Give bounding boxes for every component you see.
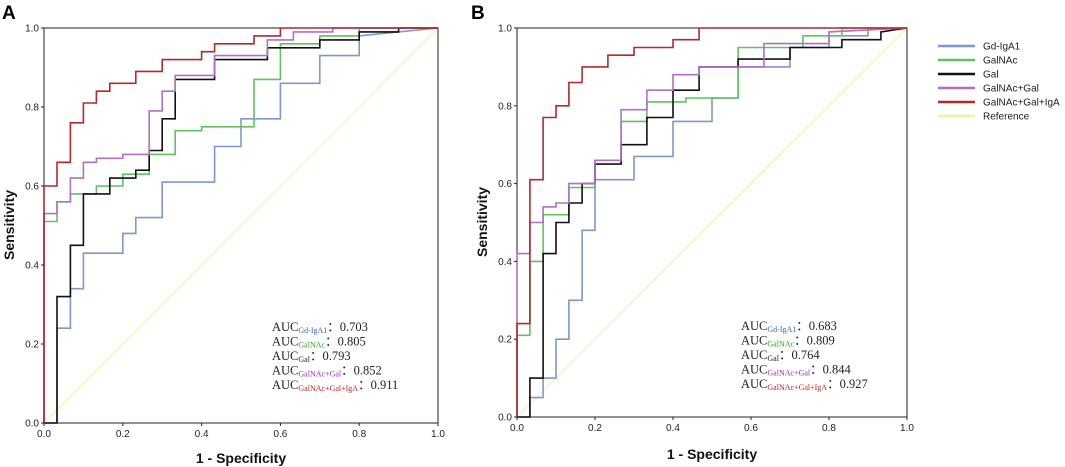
y-tick-label: 0.0 <box>498 413 512 424</box>
series-line-reference <box>516 27 908 418</box>
auc-annotation: AUCGalNAc+Gal：0.852 <box>272 364 382 379</box>
y-tick-label: 0.2 <box>25 340 39 351</box>
panel-b: B 0.00.0 0.2 0.2 0.4 0.4 0.6 0.6 0.8 0.8 1.0 1.0 1… <box>471 3 914 462</box>
x-tick-label: 0.8 <box>822 423 836 434</box>
x-tick-label: 0.8 <box>352 429 366 440</box>
series-line-gal <box>44 27 438 424</box>
legend-label: GalNAc <box>983 56 1017 67</box>
auc-annotation: AUCGalNAc：0.809 <box>741 334 835 349</box>
series-line-galnac-gal-iga <box>43 27 438 423</box>
y-tick-label: 1.0 <box>498 24 512 35</box>
y-tick-label: 0.6 <box>498 179 512 190</box>
y-tick-label: 0.6 <box>25 182 39 193</box>
y-tick-label: 0.8 <box>498 101 512 112</box>
x-tick-label: 0.2 <box>116 429 130 440</box>
auc-annotation: AUCGal：0.793 <box>272 349 351 364</box>
legend-label: GalNAc+Gal+IgA <box>983 98 1060 109</box>
x-tick-label: 0.6 <box>744 423 758 434</box>
panel-a-y-axis-title: Sensitivity <box>1 190 17 260</box>
y-tick-label: 0.0 <box>25 419 39 430</box>
auc-annotation: AUCGalNAc+Gal：0.844 <box>741 363 852 378</box>
auc-annotation: AUCGal：0.764 <box>741 348 820 363</box>
x-tick-label: 0.0 <box>37 429 51 440</box>
auc-annotation: AUCGalNAc+Gal+IgA：0.911 <box>272 378 398 393</box>
y-tick-label: 0.8 <box>25 103 39 114</box>
y-tick-label: 1.0 <box>25 24 39 35</box>
series-line-galnac-gal <box>516 27 908 417</box>
auc-annotation: AUCGd-IgA1：0.683 <box>741 319 837 334</box>
x-tick-label: 0.4 <box>666 423 680 434</box>
y-tick-label: 0.4 <box>498 257 512 268</box>
legend-label: Gal <box>983 70 999 81</box>
x-tick-label: 0.2 <box>588 423 602 434</box>
x-tick-label: 1.0 <box>431 429 445 440</box>
auc-annotation: AUCGalNAc+Gal+IgA：0.927 <box>741 377 868 392</box>
legend-label: Reference <box>983 112 1030 123</box>
legend-label: GalNAc+Gal <box>983 84 1039 95</box>
panel-b-x-axis-title: 1 - Specificity <box>667 446 757 462</box>
y-tick-label: 0.2 <box>498 335 512 346</box>
x-tick-label: 0.4 <box>195 429 209 440</box>
x-tick-label: 0.0 <box>510 423 524 434</box>
panel-a-auc-annotations: AUCGd-IgA1：0.703AUCGalNAc：0.805AUCGal：0.… <box>272 320 398 393</box>
auc-annotation: AUCGalNAc：0.805 <box>272 335 366 350</box>
legend-label: Gd-IgA1 <box>983 42 1021 53</box>
panel-b-y-axis-title: Sensitivity <box>474 187 490 257</box>
panel-b-auc-annotations: AUCGd-IgA1：0.683AUCGalNAc：0.809AUCGal：0.… <box>741 319 868 392</box>
series-line-galnac-gal-iga <box>516 27 907 417</box>
series-line-gal <box>517 27 908 418</box>
auc-annotation: AUCGd-IgA1：0.703 <box>272 320 368 335</box>
panel-a-x-axis-title: 1 - Specificity <box>196 450 286 466</box>
series-line-reference <box>43 27 439 424</box>
legend: Gd-IgA1 GalNAc Gal GalNAc+Gal GalNAc+Gal+IgA… <box>938 42 1060 123</box>
panel-b-letter: B <box>471 3 485 24</box>
panel-a: A 0.00.0 0.2 0.2 0.4 0.4 0.6 0.6 0.8 0.8 1.0 1.0 1… <box>1 3 445 466</box>
x-tick-label: 1.0 <box>900 423 914 434</box>
panel-a-letter: A <box>2 3 16 24</box>
series-line-galnac-gal <box>43 27 438 423</box>
x-tick-label: 0.6 <box>273 429 287 440</box>
y-tick-label: 0.4 <box>25 261 39 272</box>
